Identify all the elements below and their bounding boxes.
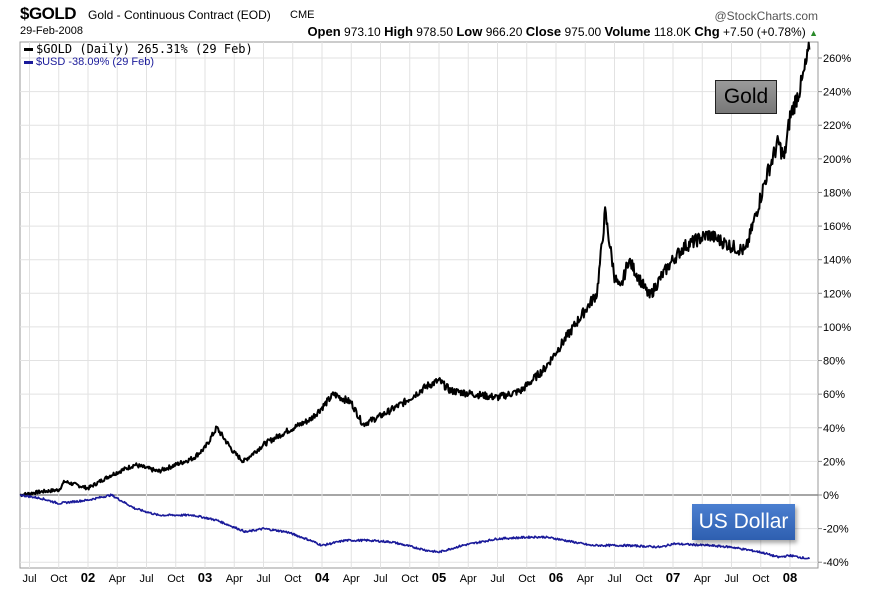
x-tick-label: Jul <box>139 573 153 585</box>
high-label: High <box>384 24 413 39</box>
x-tick-label: 06 <box>549 570 563 585</box>
y-tick-label: -20% <box>823 524 849 536</box>
y-tick-label: 100% <box>823 322 851 334</box>
x-tick-label: Oct <box>635 573 652 585</box>
x-tick-label: Apr <box>343 573 360 585</box>
x-tick-label: 07 <box>666 570 680 585</box>
y-tick-label: 120% <box>823 288 851 300</box>
x-tick-label: Jul <box>256 573 270 585</box>
legend-swatch <box>24 48 33 51</box>
symbol: $GOLD <box>20 4 77 23</box>
y-tick-label: 160% <box>823 221 851 233</box>
plot-area <box>19 41 819 569</box>
gold-annotation: Gold <box>715 80 777 114</box>
x-tick-label: Oct <box>50 573 67 585</box>
chg-value: +7.50 (+0.78%) <box>723 25 806 39</box>
usd-annotation: US Dollar <box>692 504 795 540</box>
y-tick-label: 60% <box>823 389 845 401</box>
x-tick-label: 04 <box>315 570 330 585</box>
y-tick-label: 240% <box>823 87 851 99</box>
copyright[interactable]: @StockCharts.com <box>714 9 818 23</box>
y-tick-label: 260% <box>823 53 851 65</box>
y-tick-label: 80% <box>823 356 845 368</box>
x-tick-label: Jul <box>607 573 621 585</box>
legend-swatch <box>24 60 33 64</box>
x-tick-label: Apr <box>109 573 126 585</box>
x-tick-label: Jul <box>373 573 387 585</box>
x-tick-label: Apr <box>226 573 243 585</box>
y-tick-label: 0% <box>823 490 839 502</box>
y-tick-label: 20% <box>823 456 845 468</box>
x-tick-label: Oct <box>284 573 301 585</box>
x-tick-label: Apr <box>694 573 711 585</box>
x-tick-label: Oct <box>167 573 184 585</box>
close-value: 975.00 <box>564 25 602 39</box>
volume-value: 118.0K <box>653 25 692 39</box>
x-tick-label: 03 <box>198 570 212 585</box>
close-label: Close <box>525 24 562 39</box>
x-tick-label: 08 <box>783 570 797 585</box>
low-value: 966.20 <box>485 25 523 39</box>
chg-label: Chg <box>694 24 720 39</box>
legend-usd: $USD -38.09% (29 Feb) <box>24 56 154 68</box>
y-tick-label: 180% <box>823 187 851 199</box>
x-tick-label: Apr <box>460 573 477 585</box>
x-tick-label: Jul <box>22 573 36 585</box>
legend-gold-text: $GOLD (Daily) 265.31% (29 Feb) <box>36 42 253 56</box>
y-tick-label: 40% <box>823 423 845 435</box>
legend-usd-text: $USD -38.09% (29 Feb) <box>36 56 154 68</box>
y-tick-label: 220% <box>823 120 851 132</box>
x-tick-label: Oct <box>518 573 535 585</box>
description: Gold - Continuous Contract (EOD) <box>88 8 271 22</box>
x-tick-label: Oct <box>752 573 769 585</box>
volume-label: Volume <box>604 24 651 39</box>
x-tick-label: Jul <box>490 573 504 585</box>
x-tick-label: Jul <box>724 573 738 585</box>
up-arrow-icon: ▲ <box>809 28 818 38</box>
open-label: Open <box>307 24 341 39</box>
x-tick-label: 02 <box>81 570 95 585</box>
x-tick-label: 05 <box>432 570 446 585</box>
exchange: CME <box>290 9 315 21</box>
high-value: 978.50 <box>416 25 453 39</box>
low-label: Low <box>456 24 483 39</box>
legend-gold: $GOLD (Daily) 265.31% (29 Feb) <box>24 42 253 56</box>
series-line-gold <box>19 41 811 498</box>
series-line-usd <box>19 493 811 560</box>
quote-bar: Open 973.10 High 978.50 Low 966.20 Close… <box>307 24 818 39</box>
y-tick-label: -40% <box>823 557 849 569</box>
y-tick-label: 140% <box>823 255 851 267</box>
quote-date: 29-Feb-2008 <box>20 25 83 37</box>
y-tick-label: 200% <box>823 154 851 166</box>
x-tick-label: Oct <box>401 573 418 585</box>
x-tick-label: Apr <box>577 573 594 585</box>
open-value: 973.10 <box>344 25 381 39</box>
